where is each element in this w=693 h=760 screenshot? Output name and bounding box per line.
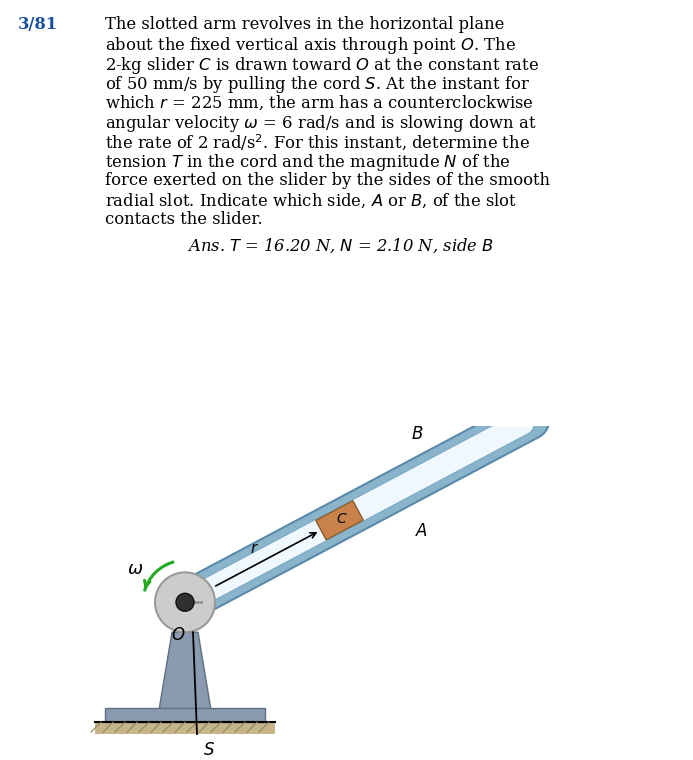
Text: $\omega$: $\omega$ <box>127 560 143 578</box>
Text: $O$: $O$ <box>171 627 186 644</box>
Polygon shape <box>316 501 363 540</box>
Text: force exerted on the slider by the sides of the smooth: force exerted on the slider by the sides… <box>105 172 550 188</box>
Text: $S$: $S$ <box>203 742 215 759</box>
Bar <box>105 708 265 722</box>
Text: 2-kg slider $C$ is drawn toward $O$ at the constant rate: 2-kg slider $C$ is drawn toward $O$ at t… <box>105 55 539 76</box>
Text: $r$: $r$ <box>250 543 259 556</box>
Polygon shape <box>165 400 550 622</box>
Text: $C$: $C$ <box>335 512 347 526</box>
Text: which $r$ = 225 mm, the arm has a counterclockwise: which $r$ = 225 mm, the arm has a counte… <box>105 94 534 112</box>
Text: about the fixed vertical axis through point $O$. The: about the fixed vertical axis through po… <box>105 36 516 56</box>
Polygon shape <box>173 411 534 614</box>
Text: the rate of 2 rad/s$^2$. For this instant, determine the: the rate of 2 rad/s$^2$. For this instan… <box>105 133 530 153</box>
Bar <box>95 722 275 734</box>
Circle shape <box>155 572 215 632</box>
Text: $B$: $B$ <box>411 426 423 443</box>
Text: The slotted arm revolves in the horizontal plane: The slotted arm revolves in the horizont… <box>105 16 505 33</box>
Text: $A$: $A$ <box>414 524 428 540</box>
Text: Ans. $T$ = 16.20 N, $N$ = 2.10 N, side $B$: Ans. $T$ = 16.20 N, $N$ = 2.10 N, side $… <box>186 236 493 255</box>
Text: of 50 mm/s by pulling the cord $S$. At the instant for: of 50 mm/s by pulling the cord $S$. At t… <box>105 74 530 96</box>
Text: tension $T$ in the cord and the magnitude $N$ of the: tension $T$ in the cord and the magnitud… <box>105 152 511 173</box>
Text: angular velocity $\omega$ = 6 rad/s and is slowing down at: angular velocity $\omega$ = 6 rad/s and … <box>105 113 536 135</box>
Text: contacts the slider.: contacts the slider. <box>105 211 263 228</box>
Polygon shape <box>159 632 211 710</box>
Text: radial slot. Indicate which side, $A$ or $B$, of the slot: radial slot. Indicate which side, $A$ or… <box>105 192 517 210</box>
Circle shape <box>176 594 194 611</box>
Text: 3/81: 3/81 <box>18 16 58 33</box>
